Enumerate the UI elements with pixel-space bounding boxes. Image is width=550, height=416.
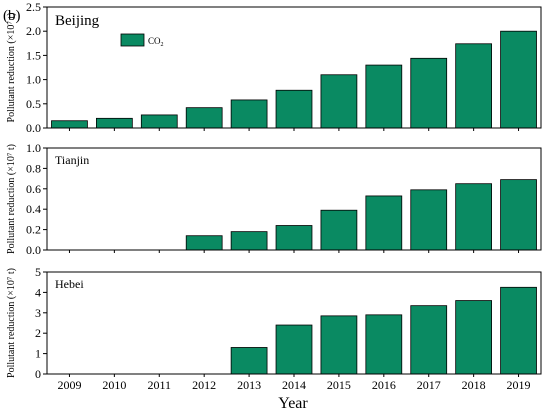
y-tick-label: 0.8 [26, 161, 41, 175]
panel-hebei: 0 1 2 3 4 5 Hebei Pollutant reduction (×10⁷ t) [6, 265, 542, 381]
bar-hebei-2017 [410, 305, 448, 375]
legend-label-subscript: 2 [161, 42, 164, 48]
x-tick-label: 2017 [417, 378, 441, 392]
bar-hebei-2015 [320, 315, 358, 375]
x-tick-label: 2011 [147, 378, 171, 392]
x-tick-label: 2010 [102, 378, 126, 392]
x-tick-label: 2013 [237, 378, 261, 392]
bar-tianjin-2012 [185, 235, 223, 251]
bar-hebei-2018 [455, 300, 493, 375]
bar-tianjin-2015 [320, 209, 358, 251]
bar-tianjin-2018 [455, 183, 493, 251]
y-tick-label: 2.5 [26, 0, 41, 14]
y-axis-label-beijing: Pollutant reduction (×10⁷ t) [6, 13, 17, 123]
bar-hebei-2019 [500, 286, 537, 375]
y-tick-label: 1.0 [26, 141, 41, 155]
bar-tianjin-2016 [365, 195, 403, 251]
bar-hebei-2014 [275, 324, 313, 375]
legend-swatch [120, 33, 145, 47]
y-tick-label: 0 [35, 367, 41, 381]
bar-beijing-2013 [230, 99, 268, 129]
bar-beijing-2012 [185, 107, 223, 129]
bar-beijing-2010 [96, 117, 133, 129]
y-tick-label: 0.2 [26, 223, 41, 237]
y-tick-label: 5 [35, 265, 41, 279]
panel-title-hebei: Hebei [55, 277, 84, 291]
bar-beijing-2011 [140, 114, 178, 129]
bar-beijing-2017 [410, 57, 448, 129]
chart-panels: 0.0 0.5 1.0 1.5 2.0 2.5 Beijing Pollutant reduc… [6, 0, 542, 392]
y-tick-label: 1.5 [26, 48, 41, 62]
bar-beijing-2014 [275, 89, 313, 129]
bar-beijing-2018 [455, 43, 493, 129]
bar-hebei-2016 [365, 314, 403, 375]
y-axis-label-hebei: Pollutant reduction (×10⁷ t) [6, 268, 17, 378]
x-tick-label: 2009 [57, 378, 81, 392]
y-axis-label-tianjin: Pollutant reduction (×10⁷ t) [6, 144, 17, 254]
bar-tianjin-2019 [500, 179, 537, 251]
x-tick-label: 2018 [462, 378, 486, 392]
y-tick-label: 4 [35, 285, 41, 299]
legend: CO2 [120, 33, 164, 48]
figure-label: (b) [3, 8, 21, 24]
y-tick-label: 3 [35, 306, 41, 320]
bar-beijing-2015 [320, 74, 358, 129]
bar-beijing-2019 [500, 30, 537, 129]
y-tick-label: 0.6 [26, 182, 41, 196]
bar-hebei-2013 [230, 347, 268, 375]
y-tick-label: 1.0 [26, 73, 41, 87]
panel-title-tianjin: Tianjin [55, 153, 89, 167]
bar-tianjin-2014 [275, 225, 313, 251]
bar-tianjin-2017 [410, 189, 448, 251]
legend-label: CO2 [148, 36, 164, 48]
y-tick-label: 0.5 [26, 97, 41, 111]
bar-tianjin-2013 [230, 231, 268, 251]
y-tick-label: 0.4 [26, 202, 41, 216]
y-tick-label: 0.0 [26, 243, 41, 257]
y-tick-label: 2.0 [26, 24, 41, 38]
x-tick-label: 2016 [372, 378, 396, 392]
bar-beijing-2009 [51, 120, 88, 129]
x-tick-label: 2015 [327, 378, 351, 392]
panel-tianjin: 0.0 0.2 0.4 0.6 0.8 1.0 Tianjin Pollutant reduc… [6, 141, 542, 257]
y-tick-label: 2 [35, 326, 41, 340]
x-axis-label: Year [278, 395, 308, 412]
y-tick-label: 0.0 [26, 121, 41, 135]
bar-beijing-2016 [365, 64, 403, 129]
x-tick-label: 2014 [282, 378, 306, 392]
x-tick-label: 2012 [192, 378, 216, 392]
x-tick-label: 2019 [507, 378, 531, 392]
panel-beijing: 0.0 0.5 1.0 1.5 2.0 2.5 Beijing Pollutant reduc… [6, 0, 542, 135]
panel-title-beijing: Beijing [55, 13, 100, 29]
y-tick-label: 1 [35, 347, 41, 361]
